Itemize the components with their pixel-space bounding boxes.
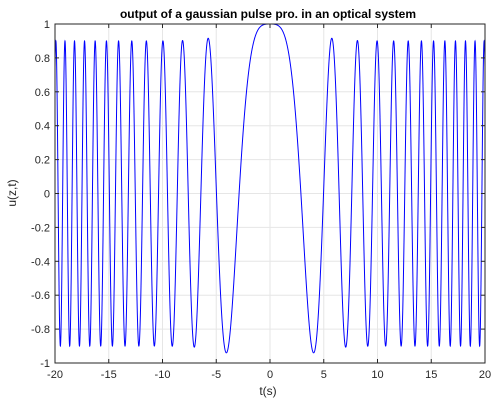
x-tick-label: 5 [321, 369, 327, 381]
x-tick-label: -10 [155, 369, 171, 381]
x-tick-label: -5 [211, 369, 221, 381]
y-tick-label: 0.4 [35, 121, 50, 133]
x-tick-label: 0 [267, 369, 273, 381]
y-tick-label: -0.8 [31, 324, 50, 336]
y-tick-label: 0.6 [35, 87, 50, 99]
y-tick-label: -1 [40, 358, 50, 370]
x-tick-label: -15 [101, 369, 117, 381]
y-tick-label: 0.2 [35, 155, 50, 167]
x-axis-label: t(s) [259, 384, 276, 398]
x-tick-label: 20 [479, 369, 491, 381]
y-tick-label: -0.2 [31, 222, 50, 234]
x-tick-label: 15 [425, 369, 437, 381]
x-tick-label: -20 [47, 369, 63, 381]
x-axis: -20 -15 -10 -5 0 5 10 15 20 [47, 24, 491, 381]
y-tick-label: -0.4 [31, 256, 50, 268]
y-axis: -1 -0.8 -0.6 -0.4 -0.2 0 0.2 0.4 0.6 0.8 1 [31, 19, 485, 370]
y-axis-label: u(z,t) [5, 179, 19, 206]
x-tick-label: 10 [371, 369, 383, 381]
y-tick-label: -0.6 [31, 290, 50, 302]
y-tick-label: 1 [44, 19, 50, 31]
y-tick-label: 0.8 [35, 53, 50, 65]
y-tick-label: 0 [44, 189, 50, 201]
chart-title: output of a gaussian pulse pro. in an op… [120, 7, 416, 21]
